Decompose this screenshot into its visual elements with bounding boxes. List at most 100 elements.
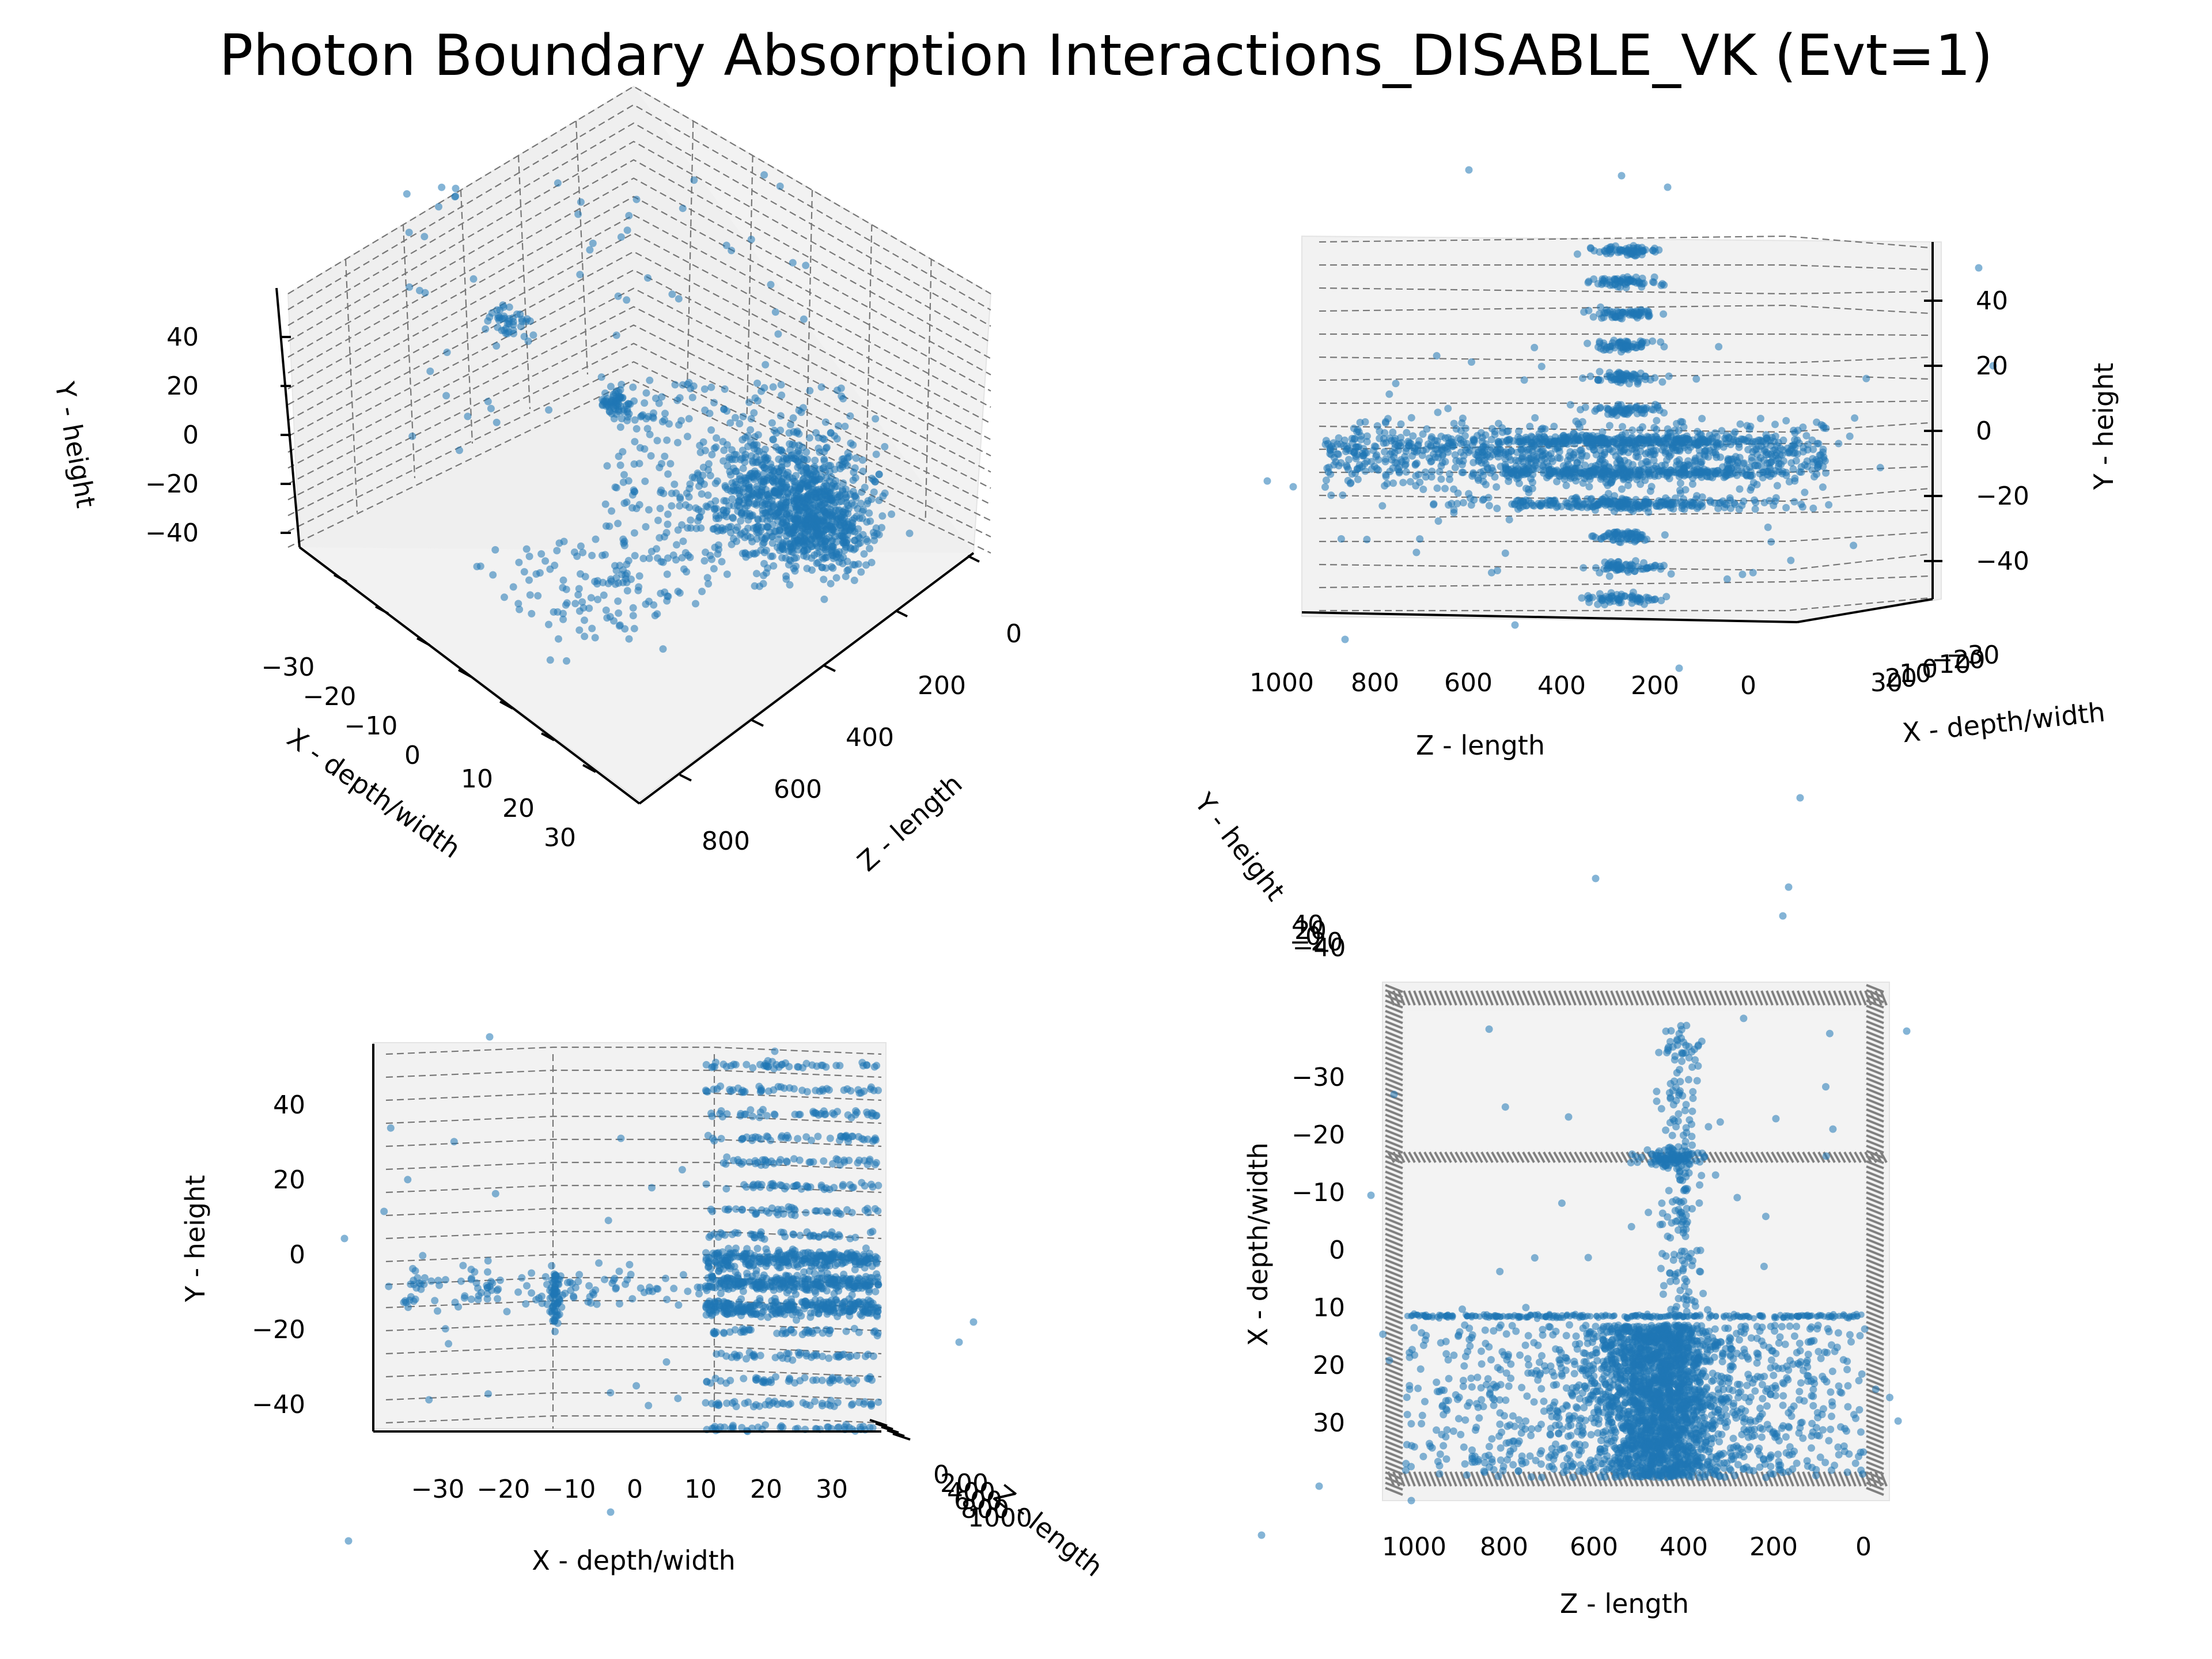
data-point [1783, 444, 1791, 452]
data-point [575, 626, 584, 634]
data-point [612, 566, 620, 574]
data-point [1376, 427, 1384, 435]
data-point [1657, 597, 1665, 604]
data-point [1581, 500, 1589, 507]
data-point [738, 446, 747, 454]
data-point [851, 1283, 859, 1291]
p2-depthlabel: X - depth/width [1901, 696, 2107, 749]
data-point [823, 554, 831, 562]
data-point [751, 582, 759, 590]
data-point [1645, 434, 1653, 441]
data-point [1619, 476, 1627, 483]
data-point [728, 446, 736, 454]
data-point [1520, 376, 1528, 384]
data-point [1374, 456, 1382, 464]
data-point [1511, 621, 1519, 629]
data-point [786, 421, 794, 429]
data-point [1734, 437, 1743, 445]
data-point [1636, 426, 1644, 434]
data-point [1559, 432, 1567, 440]
data-point [817, 383, 825, 391]
data-point [851, 544, 859, 552]
data-point [851, 1111, 859, 1119]
data-point [597, 373, 605, 381]
data-point [783, 1272, 791, 1280]
data-point [1619, 423, 1626, 431]
data-point [1605, 572, 1613, 580]
data-point [1630, 370, 1638, 378]
data-point [635, 572, 643, 580]
data-point [1673, 420, 1680, 427]
data-point [562, 585, 570, 593]
data-point [730, 487, 738, 495]
data-point [1748, 471, 1756, 479]
data-point [632, 195, 641, 203]
data-point [805, 434, 813, 442]
data-point [741, 453, 749, 461]
data-point [642, 523, 650, 531]
p1-xtick-label: 10 [461, 764, 493, 794]
data-point [588, 551, 596, 559]
data-point [712, 1058, 719, 1066]
data-point [1533, 454, 1541, 463]
data-point [1613, 442, 1620, 450]
data-point [532, 570, 540, 578]
data-point [1395, 468, 1403, 476]
data-point [707, 426, 715, 434]
data-point [1799, 423, 1807, 431]
p1-ztick-label: 600 [774, 775, 822, 804]
data-point [872, 415, 880, 423]
data-point [724, 486, 732, 494]
data-point [866, 1255, 874, 1262]
data-point [1598, 281, 1606, 289]
data-point [1439, 450, 1447, 459]
data-point [581, 616, 588, 624]
data-point [1422, 473, 1430, 481]
data-point [1862, 374, 1870, 382]
data-point [874, 1207, 882, 1215]
data-point [671, 480, 679, 488]
data-point [1416, 535, 1424, 543]
data-point [751, 550, 759, 558]
data-point [860, 1136, 868, 1143]
data-point [1846, 432, 1854, 440]
data-point [1749, 569, 1757, 577]
data-point [1809, 504, 1817, 512]
data-point [796, 506, 804, 514]
data-point [1819, 483, 1827, 491]
data-point [1642, 457, 1650, 465]
data-point [855, 1156, 863, 1164]
data-point [1680, 505, 1688, 513]
data-point [1339, 491, 1347, 499]
data-point [836, 465, 844, 472]
data-point [1632, 444, 1640, 452]
data-point [848, 522, 856, 530]
data-point [623, 296, 631, 304]
data-point [1437, 433, 1445, 441]
data-point [1633, 536, 1641, 544]
data-point [1481, 443, 1489, 451]
data-point [1458, 461, 1466, 469]
data-point [617, 233, 625, 241]
data-point [789, 259, 797, 267]
data-point [1423, 425, 1431, 433]
data-point [1638, 274, 1646, 282]
data-point [861, 483, 869, 491]
data-point [703, 574, 711, 582]
data-point [1764, 450, 1772, 459]
p1-ytick-label: −40 [145, 518, 199, 548]
data-point [661, 410, 669, 418]
data-point [748, 1277, 756, 1285]
data-point [1550, 422, 1558, 430]
data-point [641, 399, 649, 407]
data-point [755, 447, 763, 455]
data-point [785, 429, 793, 437]
data-point [489, 571, 497, 579]
data-point [840, 527, 849, 535]
data-point [554, 608, 562, 616]
data-point [838, 392, 846, 400]
data-point [612, 331, 620, 339]
data-point [827, 489, 835, 497]
data-point [710, 565, 718, 573]
data-point [616, 621, 624, 629]
